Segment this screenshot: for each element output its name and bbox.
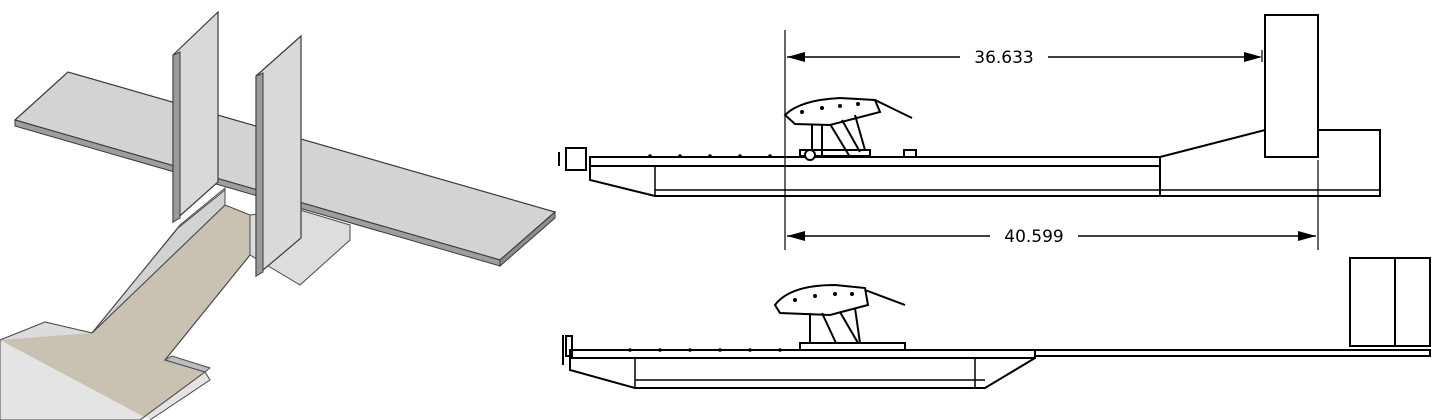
end-fitting — [565, 147, 587, 171]
rail-rivets — [648, 154, 772, 158]
mechanism-assembly — [783, 96, 913, 161]
floor-slab-edge — [0, 340, 211, 420]
rail-rivets-2 — [628, 348, 782, 352]
extension-arm — [1034, 349, 1431, 357]
isometric-model-view — [0, 10, 557, 420]
mechanism-assembly-2 — [773, 283, 906, 344]
dim-top-arrow-right — [1244, 52, 1262, 62]
rail-clip — [903, 149, 917, 158]
dimension-label-top: 36.633 — [974, 48, 1033, 68]
end-box-left — [1349, 257, 1396, 347]
right-fin-edge — [255, 72, 264, 277]
rail-body — [589, 156, 1161, 167]
dim-bottom-arrow-left — [787, 231, 805, 241]
end-block — [1264, 14, 1319, 158]
side-elevation-top — [558, 14, 1381, 250]
cross-plate-end — [499, 210, 556, 268]
chute-left-side — [91, 188, 226, 334]
rail-underside — [589, 166, 1161, 197]
left-fin-edge — [172, 51, 181, 223]
chute-right-lip — [163, 355, 212, 373]
end-fitting-2 — [565, 335, 573, 357]
dimension-label-bottom: 40.599 — [1004, 227, 1063, 247]
side-elevation-bottom — [562, 257, 1431, 389]
end-box-right — [1394, 257, 1431, 347]
rail-body-2 — [569, 349, 1036, 359]
dim-bottom-arrow-right — [1298, 231, 1316, 241]
dim-top-arrow-left — [787, 52, 805, 62]
rail-underside-2 — [569, 357, 1036, 389]
rail-clip-2 — [799, 342, 906, 351]
